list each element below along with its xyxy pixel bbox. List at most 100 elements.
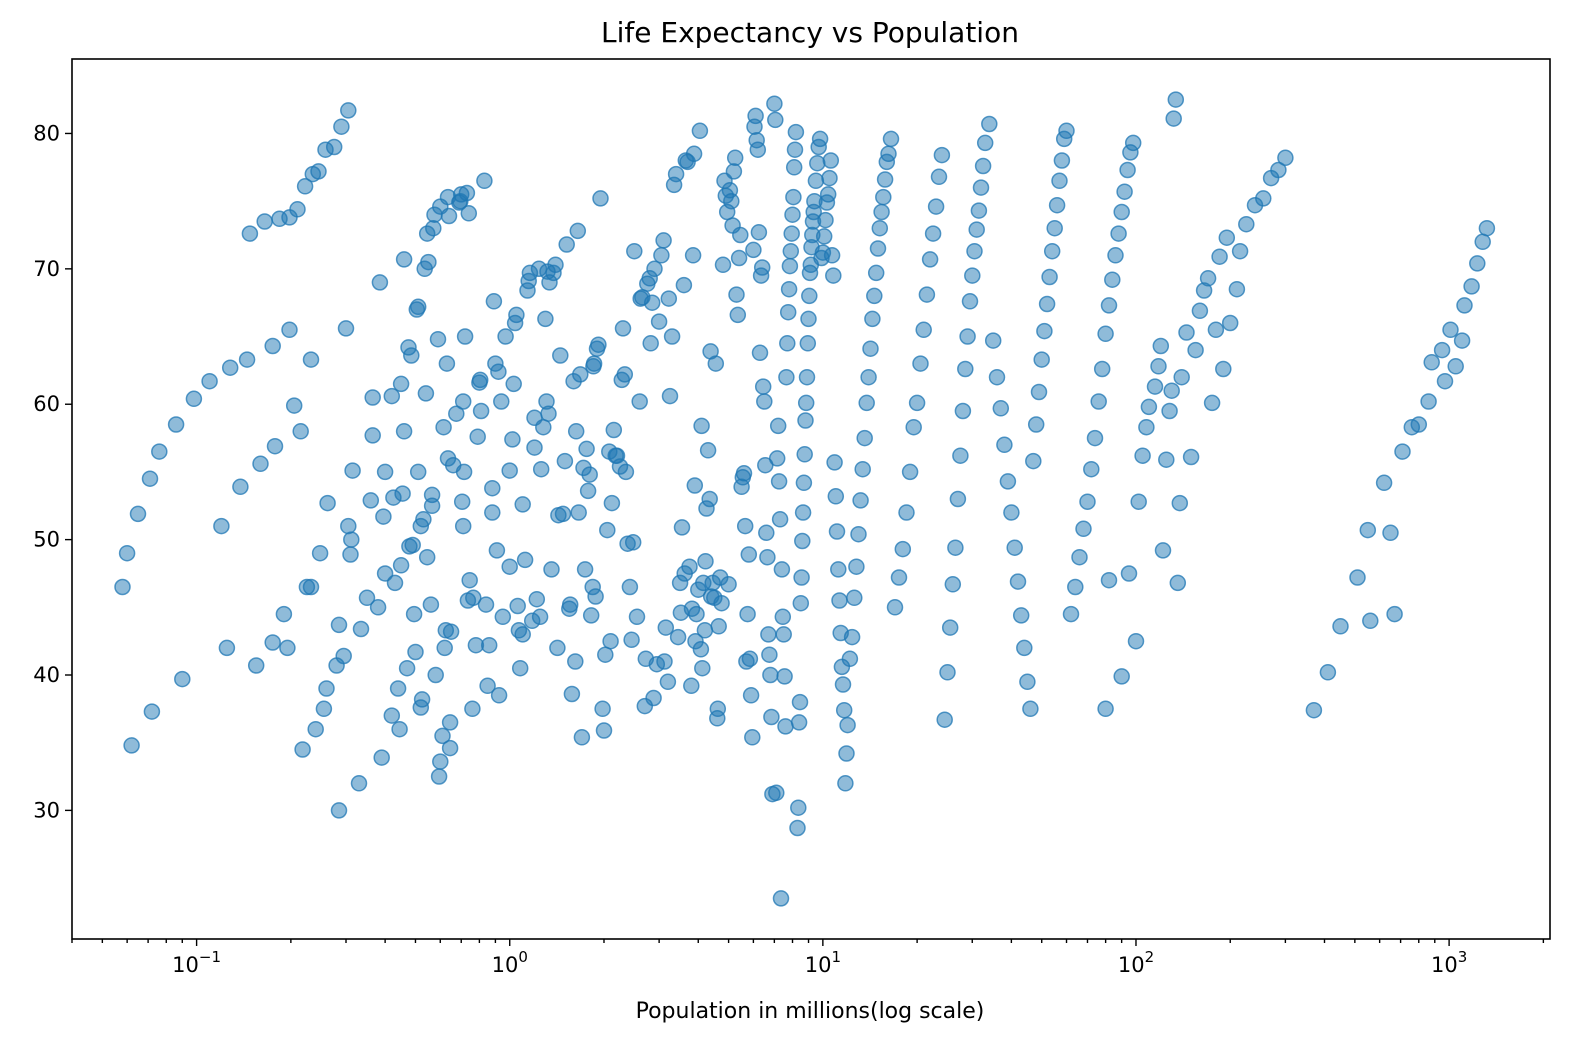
data-point — [256, 213, 273, 230]
data-point — [848, 558, 865, 575]
data-point — [831, 592, 848, 609]
data-point — [404, 536, 421, 554]
data-point — [129, 505, 147, 523]
data-point — [578, 440, 595, 458]
data-point — [692, 641, 710, 658]
data-point — [930, 168, 948, 186]
data-point — [732, 226, 749, 244]
data-point — [1113, 668, 1130, 685]
data-point — [976, 134, 994, 152]
data-point — [531, 608, 549, 626]
data-point — [602, 632, 619, 650]
data-point — [961, 293, 979, 310]
data-point — [785, 159, 803, 176]
data-point — [667, 165, 685, 183]
data-point — [114, 578, 131, 596]
data-point — [325, 138, 343, 156]
data-point — [335, 647, 352, 665]
data-point — [1009, 573, 1027, 590]
data-point — [409, 298, 427, 316]
data-point — [628, 608, 646, 626]
data-point — [850, 525, 867, 543]
data-point — [1043, 242, 1061, 260]
data-point — [782, 242, 800, 260]
data-point — [726, 149, 744, 167]
data-point — [581, 466, 598, 483]
data-point — [1382, 524, 1399, 542]
data-point — [302, 578, 320, 596]
data-point — [364, 427, 381, 444]
data-point — [465, 589, 482, 607]
data-point — [389, 680, 407, 697]
data-point — [247, 657, 265, 674]
data-point — [1207, 321, 1225, 339]
data-point — [1146, 378, 1164, 395]
data-point — [846, 589, 863, 607]
data-point — [984, 332, 1002, 349]
data-point — [505, 375, 522, 393]
data-point — [691, 122, 709, 140]
data-point — [784, 206, 801, 223]
data-point — [484, 479, 501, 497]
data-point — [585, 355, 603, 372]
data-point — [151, 443, 168, 460]
data-point — [441, 714, 459, 731]
data-point — [655, 232, 672, 249]
data-point — [657, 619, 675, 636]
data-point — [501, 558, 518, 575]
data-point — [871, 219, 889, 237]
data-point — [957, 360, 974, 378]
data-point — [302, 351, 320, 368]
data-point — [552, 347, 569, 364]
data-point — [340, 102, 357, 119]
data-point — [775, 626, 792, 643]
data-point — [532, 460, 550, 478]
data-point — [761, 646, 778, 663]
data-point — [947, 539, 964, 556]
data-point — [821, 169, 838, 187]
data-point — [1456, 297, 1473, 314]
data-point — [330, 802, 348, 819]
data-point — [1423, 354, 1440, 371]
data-point — [201, 372, 218, 390]
data-point — [1138, 418, 1155, 436]
data-point — [497, 328, 514, 345]
data-point — [395, 423, 413, 440]
data-point — [970, 202, 988, 219]
data-point — [789, 819, 806, 837]
data-point — [936, 711, 953, 728]
data-point — [875, 188, 892, 206]
data-point — [376, 565, 394, 582]
data-point — [1221, 314, 1239, 332]
data-point — [794, 532, 811, 550]
data-point — [1203, 394, 1221, 412]
data-point — [778, 368, 795, 386]
data-point — [556, 452, 574, 470]
data-point — [876, 171, 894, 188]
data-point — [417, 385, 435, 402]
data-point — [830, 561, 847, 578]
data-point — [908, 394, 926, 412]
data-point — [760, 626, 777, 643]
data-point — [167, 416, 185, 433]
data-point — [834, 676, 852, 693]
data-point — [241, 225, 259, 242]
data-point — [1079, 493, 1096, 510]
data-point — [362, 492, 380, 509]
data-point — [669, 628, 687, 646]
data-point — [616, 366, 634, 383]
data-point — [392, 375, 410, 393]
data-point — [653, 247, 670, 264]
data-point — [1349, 569, 1366, 586]
data-point — [768, 450, 786, 467]
data-point — [1238, 215, 1255, 233]
data-point — [725, 163, 743, 180]
data-point — [797, 394, 815, 412]
data-point — [1062, 605, 1080, 623]
data-point — [837, 775, 854, 792]
data-point — [720, 576, 737, 593]
data-point — [477, 596, 495, 613]
data-point — [968, 221, 985, 238]
data-point — [448, 405, 465, 422]
data-point — [409, 463, 427, 481]
